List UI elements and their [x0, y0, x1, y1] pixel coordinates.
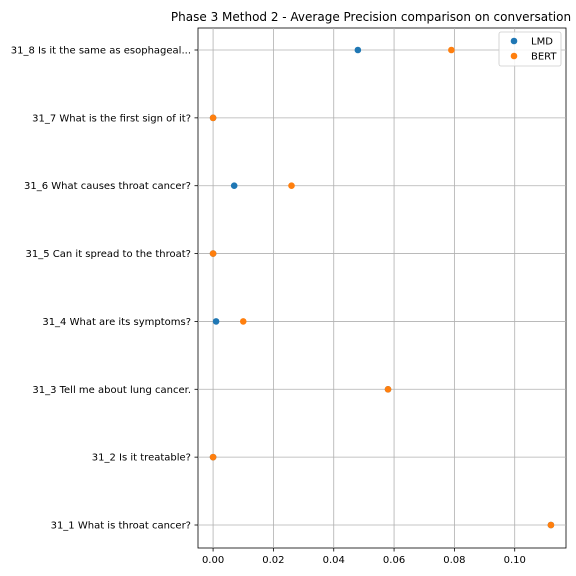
- data-point-lmd: [354, 46, 362, 54]
- y-tick-label: 31_7 What is the first sign of it?: [32, 113, 191, 124]
- x-tick-label: 0.04: [323, 555, 345, 566]
- legend-label-bert: BERT: [531, 52, 557, 63]
- data-point-bert: [209, 114, 217, 122]
- y-tick-label: 31_2 Is it treatable?: [92, 453, 191, 464]
- legend-marker-bert: [510, 52, 518, 60]
- x-tick-label: 0.08: [443, 555, 465, 566]
- y-tick-label: 31_1 What is throat cancer?: [51, 521, 191, 532]
- data-point-bert: [448, 46, 455, 54]
- legend: LMD BERT: [498, 31, 562, 67]
- y-tick-label: 31_3 Tell me about lung cancer.: [32, 385, 191, 396]
- y-tick-label: 31_8 Is it the same as esophageal...: [11, 46, 191, 57]
- x-tick-label: 0.02: [262, 555, 284, 566]
- data-points: [209, 46, 555, 529]
- y-tick-label: 31_5 Can it spread to the throat?: [26, 249, 191, 260]
- legend-marker-lmd: [510, 37, 518, 45]
- x-tick-label: 0.06: [383, 555, 405, 566]
- data-point-bert: [209, 250, 217, 257]
- plot-area: [197, 27, 567, 549]
- data-point-lmd: [230, 182, 238, 190]
- data-point-bert: [547, 521, 555, 529]
- data-point-bert: [239, 318, 247, 325]
- y-tick-label: 31_4 What are its symptoms?: [42, 317, 191, 328]
- legend-label-lmd: LMD: [531, 37, 553, 48]
- data-point-bert: [384, 385, 392, 393]
- y-tick-label: 31_6 What causes throat cancer?: [24, 181, 191, 192]
- x-tick-label: 0.10: [504, 555, 526, 566]
- x-tick-label: 0.00: [202, 555, 224, 566]
- chart-title: Phase 3 Method 2 - Average Precision com…: [171, 10, 571, 24]
- data-point-lmd: [212, 318, 220, 325]
- axes: 0.00 0.02 0.04 0.06 0.08 0.10 31_1 What is thr…: [11, 46, 526, 567]
- data-point-bert: [288, 182, 295, 190]
- data-point-bert: [209, 453, 217, 461]
- grid-lines: [198, 28, 566, 548]
